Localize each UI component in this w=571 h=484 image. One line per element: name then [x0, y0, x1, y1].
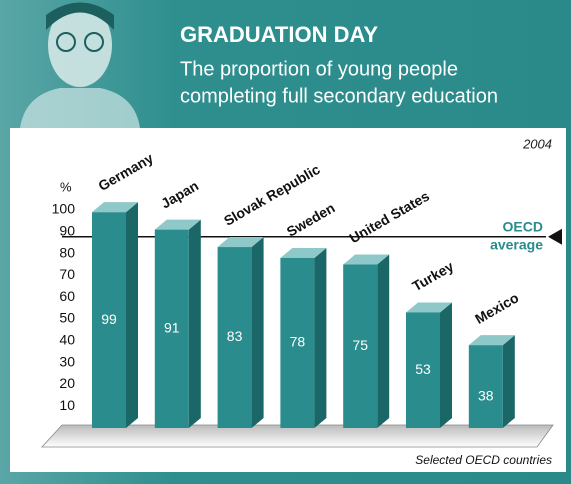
value-label: 75: [352, 337, 368, 353]
reference-label: average: [490, 236, 543, 252]
bar: [280, 257, 315, 428]
bar: [468, 345, 503, 428]
y-tick-label: 30: [59, 353, 75, 369]
reference-label: OECD: [503, 218, 543, 234]
bar: [406, 312, 440, 428]
bar-side: [126, 202, 138, 428]
chart-title: GRADUATION DAY: [180, 22, 378, 47]
y-label: %: [60, 179, 72, 194]
y-tick-label: 10: [59, 397, 75, 413]
value-label: 78: [290, 334, 306, 350]
y-tick-label: 100: [52, 201, 76, 217]
year: 2004: [522, 136, 552, 151]
bar: [92, 212, 126, 428]
bar-side: [188, 219, 201, 428]
bar-side: [251, 237, 264, 428]
bar: [343, 264, 378, 428]
y-tick-label: 50: [59, 310, 75, 326]
y-tick-label: 90: [59, 223, 75, 239]
bar-top: [406, 302, 452, 313]
bar-top: [154, 219, 201, 230]
y-tick-label: 40: [59, 332, 75, 348]
y-tick-label: 20: [59, 375, 75, 391]
bar-side: [440, 302, 452, 428]
floor: [41, 424, 554, 448]
bar: [154, 229, 189, 428]
value-label: 38: [478, 387, 494, 403]
bar-top: [280, 247, 327, 258]
value-label: 91: [164, 320, 180, 336]
y-tick-label: 70: [59, 266, 75, 282]
bar-side: [377, 254, 390, 428]
value-label: 83: [227, 328, 243, 344]
subtitle: The proportion of young people: [180, 58, 458, 80]
bar-side: [314, 247, 327, 428]
subtitle: completing full secondary education: [180, 85, 498, 107]
x-label: Selected OECD countries: [415, 453, 552, 467]
reference-arrow: [548, 228, 562, 245]
y-tick-label: 80: [59, 244, 75, 260]
bar-top: [343, 254, 390, 265]
bar-top: [217, 237, 264, 248]
bar-top: [92, 202, 138, 213]
photo: [20, 2, 140, 128]
bar-side: [502, 335, 515, 428]
bar: [217, 247, 252, 428]
bar-top: [468, 335, 515, 346]
value-label: 53: [415, 361, 431, 377]
value-label: 99: [101, 311, 117, 327]
y-tick-label: 60: [59, 288, 75, 304]
